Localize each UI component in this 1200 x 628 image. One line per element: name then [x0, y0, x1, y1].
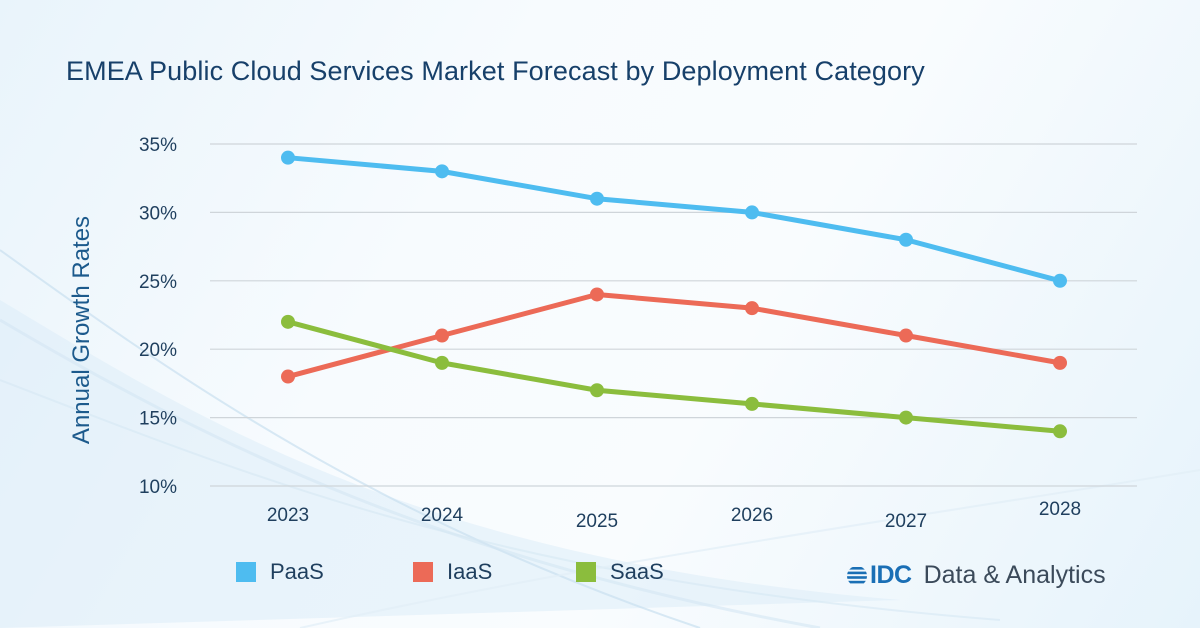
data-point-iaas[interactable]: [281, 369, 295, 384]
series-line-saas: [285, 319, 1063, 434]
y-tick-labels: 10% 15% 20% 25% 30% 35%: [139, 135, 177, 498]
data-point-paas[interactable]: [745, 205, 759, 220]
chart-title: EMEA Public Cloud Services Market Foreca…: [66, 56, 925, 86]
data-point-paas[interactable]: [435, 164, 449, 179]
legend-item-paas[interactable]: PaaS: [236, 559, 324, 585]
legend-label-iaas: IaaS: [447, 559, 493, 584]
brand-name: IDC: [870, 561, 912, 589]
y-tick-label: 15%: [139, 409, 177, 430]
data-point-iaas[interactable]: [745, 301, 759, 316]
series-line-paas: [285, 155, 1063, 284]
x-tick-label: 2028: [1039, 499, 1081, 520]
legend-swatch-iaas: [413, 562, 433, 582]
legend-swatch-saas: [576, 562, 596, 582]
data-point-saas[interactable]: [745, 396, 759, 411]
data-point-paas[interactable]: [281, 150, 295, 165]
series-points: [281, 150, 1067, 439]
y-tick-label: 20%: [139, 340, 177, 361]
y-tick-label: 25%: [139, 272, 177, 293]
data-point-iaas[interactable]: [435, 328, 449, 343]
legend-swatch-paas: [236, 562, 256, 582]
y-tick-label: 35%: [139, 135, 177, 156]
data-point-saas[interactable]: [435, 355, 449, 370]
brand-logo: IDC Data & Analytics: [846, 561, 1106, 590]
series-line-iaas: [285, 291, 1063, 380]
data-point-saas[interactable]: [899, 410, 913, 425]
series-lines: [285, 155, 1063, 434]
data-point-saas[interactable]: [590, 383, 604, 398]
legend-label-paas: PaaS: [270, 559, 324, 584]
data-point-iaas[interactable]: [1053, 355, 1067, 370]
x-tick-label: 2023: [267, 505, 309, 526]
data-point-paas[interactable]: [899, 232, 913, 247]
legend-item-iaas[interactable]: IaaS: [413, 559, 492, 585]
data-point-iaas[interactable]: [590, 287, 604, 302]
data-point-paas[interactable]: [1053, 273, 1067, 288]
x-tick-label: 2026: [731, 505, 773, 526]
data-point-saas[interactable]: [1053, 424, 1067, 439]
gridlines: [210, 143, 1137, 487]
data-point-saas[interactable]: [281, 314, 295, 329]
idc-globe-icon: [847, 566, 867, 583]
data-point-paas[interactable]: [590, 191, 604, 206]
x-tick-label: 2027: [885, 511, 927, 532]
x-tick-label: 2024: [421, 505, 464, 526]
data-point-iaas[interactable]: [899, 328, 913, 343]
x-tick-label: 2025: [576, 511, 618, 532]
brand-tagline: Data & Analytics: [923, 561, 1106, 589]
y-tick-label: 30%: [139, 203, 177, 224]
y-tick-label: 10%: [139, 477, 177, 498]
legend-item-saas[interactable]: SaaS: [576, 559, 664, 585]
legend-label-saas: SaaS: [610, 559, 664, 584]
x-tick-labels: 2023 2024 2025 2026 2027 2028: [267, 499, 1081, 532]
